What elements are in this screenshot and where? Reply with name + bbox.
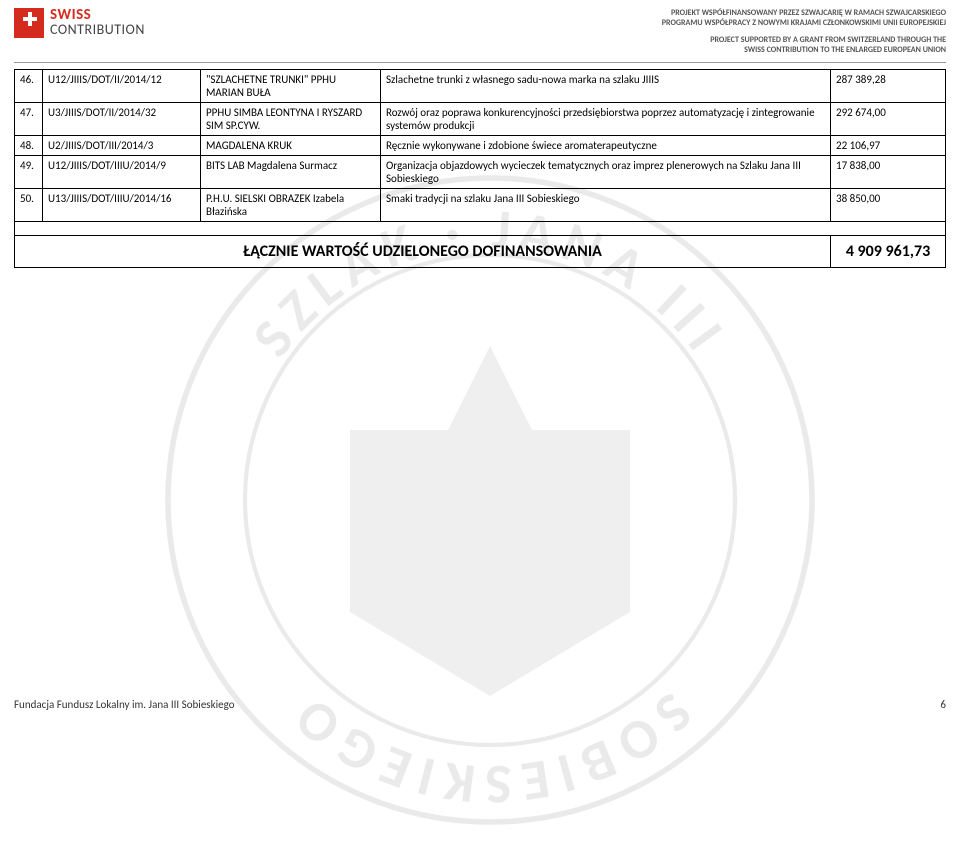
header-block1-l2: PROGRAMU WSPÓŁPRACY Z NOWYMI KRAJAMI CZŁ…	[662, 18, 946, 28]
cell-applicant: P.H.U. SIELSKI OBRAZEK Izabela Błazińska	[201, 188, 381, 221]
cell-desc: Szlachetne trunki z własnego sadu-nowa m…	[381, 69, 831, 102]
table-row: 49. U12/JIIIS/DOT/IIIU/2014/9 BITS LAB M…	[15, 155, 946, 188]
cell-applicant: PPHU SIMBA LEONTYNA I RYSZARD SIM SP.CYW…	[201, 102, 381, 135]
cell-applicant: "SZLACHETNE TRUNKI" PPHU MARIAN BUŁA	[201, 69, 381, 102]
cell-id: U12/JIIIS/DOT/II/2014/12	[43, 69, 201, 102]
header-block1-l1: PROJEKT WSPÓŁFINANSOWANY PRZEZ SZWAJCARI…	[662, 8, 946, 18]
table-container: 46. U12/JIIIS/DOT/II/2014/12 "SZLACHETNE…	[0, 69, 960, 268]
cell-amount: 287 389,28	[831, 69, 946, 102]
header-block2-l2: SWISS CONTRIBUTION TO THE ENLARGED EUROP…	[662, 45, 946, 55]
header-block2-l1: PROJECT SUPPORTED BY A GRANT FROM SWITZE…	[662, 35, 946, 45]
page-header: SWISS CONTRIBUTION PROJEKT WSPÓŁFINANSOW…	[0, 0, 960, 60]
table-row: 47. U3/JIIIS/DOT/II/2014/32 PPHU SIMBA L…	[15, 102, 946, 135]
page-number: 6	[940, 698, 946, 711]
total-row: ŁĄCZNIE WARTOŚĆ UDZIELONEGO DOFINANSOWAN…	[15, 235, 946, 267]
cell-desc: Smaki tradycji na szlaku Jana III Sobies…	[381, 188, 831, 221]
cell-num: 48.	[15, 135, 43, 155]
cell-desc: Organizacja objazdowych wycieczek tematy…	[381, 155, 831, 188]
spacer-row	[15, 221, 946, 235]
cell-id: U2/JIIIS/DOT/III/2014/3	[43, 135, 201, 155]
page-footer: Fundacja Fundusz Lokalny im. Jana III So…	[14, 698, 946, 711]
total-amount: 4 909 961,73	[831, 235, 946, 267]
cell-num: 50.	[15, 188, 43, 221]
swiss-flag-icon	[14, 8, 44, 38]
cell-amount: 38 850,00	[831, 188, 946, 221]
table-row: 48. U2/JIIIS/DOT/III/2014/3 MAGDALENA KR…	[15, 135, 946, 155]
spacer-cell	[15, 221, 946, 235]
cell-applicant: BITS LAB Magdalena Surmacz	[201, 155, 381, 188]
table-row: 46. U12/JIIIS/DOT/II/2014/12 "SZLACHETNE…	[15, 69, 946, 102]
cell-applicant: MAGDALENA KRUK	[201, 135, 381, 155]
brand-logo: SWISS CONTRIBUTION	[14, 8, 145, 38]
cell-num: 46.	[15, 69, 43, 102]
table-row: 50. U13/JIIIS/DOT/IIIU/2014/16 P.H.U. SI…	[15, 188, 946, 221]
grants-table: 46. U12/JIIIS/DOT/II/2014/12 "SZLACHETNE…	[14, 69, 946, 268]
cell-amount: 17 838,00	[831, 155, 946, 188]
brand-line2: CONTRIBUTION	[50, 23, 145, 37]
cell-desc: Rozwój oraz poprawa konkurencyjności prz…	[381, 102, 831, 135]
cell-id: U13/JIIIS/DOT/IIIU/2014/16	[43, 188, 201, 221]
brand-text: SWISS CONTRIBUTION	[50, 8, 145, 37]
cell-desc: Ręcznie wykonywane i zdobione świece aro…	[381, 135, 831, 155]
cell-num: 49.	[15, 155, 43, 188]
cell-amount: 292 674,00	[831, 102, 946, 135]
header-subtitle: PROJEKT WSPÓŁFINANSOWANY PRZEZ SZWAJCARI…	[662, 8, 946, 56]
cell-num: 47.	[15, 102, 43, 135]
cell-amount: 22 106,97	[831, 135, 946, 155]
header-divider	[14, 62, 946, 63]
cell-id: U3/JIIIS/DOT/II/2014/32	[43, 102, 201, 135]
footer-org: Fundacja Fundusz Lokalny im. Jana III So…	[14, 698, 235, 711]
cell-id: U12/JIIIS/DOT/IIIU/2014/9	[43, 155, 201, 188]
total-label: ŁĄCZNIE WARTOŚĆ UDZIELONEGO DOFINANSOWAN…	[15, 235, 831, 267]
